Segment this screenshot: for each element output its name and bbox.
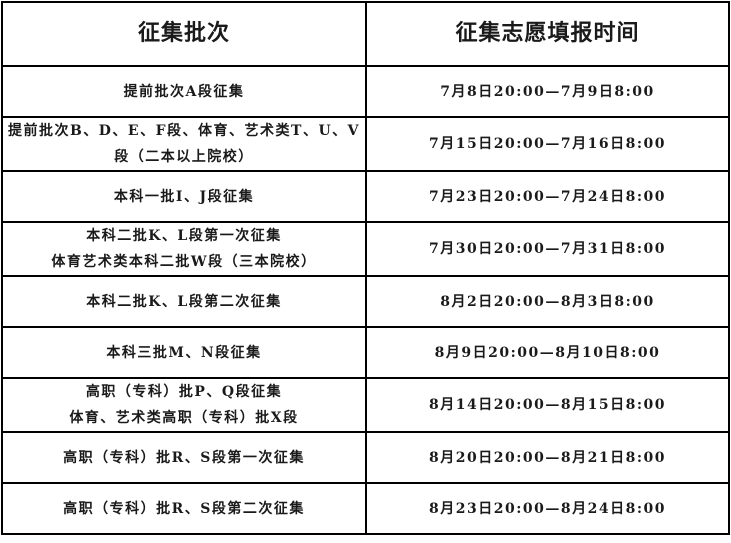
time-cell: 8月23日20:00—8月24日8:00 — [365, 482, 730, 535]
batch-line: 本科一批I、J段征集 — [113, 188, 255, 205]
batch-line: 本科三批M、N段征集 — [106, 344, 262, 361]
batch-cell: 提前批次A段征集 — [1, 65, 367, 118]
batch-line: 提前批次B、D、E、F段、体育、艺术类T、U、V — [7, 123, 361, 139]
batch-line: 高职（专科）批R、S段第二次征集 — [63, 500, 305, 517]
table-row: 本科三批M、N段征集 8月9日20:00—8月10日8:00 — [1, 326, 730, 379]
table-row: 高职（专科）批P、Q段征集 体育、艺术类高职（专科）批X段 8月14日20:00—8… — [1, 377, 730, 433]
batch-line: 本科二批K、L段第二次征集 — [86, 293, 282, 310]
time-cell: 7月30日20:00—7月31日8:00 — [365, 221, 730, 277]
time-cell: 7月15日20:00—7月16日8:00 — [365, 116, 730, 172]
table-row: 本科二批K、L段第二次征集 8月2日20:00—8月3日8:00 — [1, 275, 730, 328]
batch-cell: 高职（专科）批R、S段第一次征集 — [1, 431, 367, 484]
time-cell: 8月20日20:00—8月21日8:00 — [365, 431, 730, 484]
batch-cell: 本科三批M、N段征集 — [1, 326, 367, 379]
time-cell: 7月23日20:00—7月24日8:00 — [365, 170, 730, 223]
time-cell: 8月9日20:00—8月10日8:00 — [365, 326, 730, 379]
batch-cell: 提前批次B、D、E、F段、体育、艺术类T、U、V 段（二本以上院校） — [1, 116, 367, 172]
header-batch: 征集批次 — [1, 1, 367, 67]
batch-line: 本科二批K、L段第一次征集 — [86, 228, 282, 244]
table-row: 高职（专科）批R、S段第二次征集 8月23日20:00—8月24日8:00 — [1, 482, 730, 535]
batch-line: 提前批次A段征集 — [123, 83, 245, 100]
batch-cell: 高职（专科）批R、S段第二次征集 — [1, 482, 367, 535]
batch-line: 高职（专科）批R、S段第一次征集 — [63, 449, 305, 466]
batch-cell: 本科一批I、J段征集 — [1, 170, 367, 223]
batch-cell: 高职（专科）批P、Q段征集 体育、艺术类高职（专科）批X段 — [1, 377, 367, 433]
batch-cell: 本科二批K、L段第二次征集 — [1, 275, 367, 328]
table-row: 提前批次A段征集 7月8日20:00—7月9日8:00 — [1, 65, 730, 118]
table-row: 本科一批I、J段征集 7月23日20:00—7月24日8:00 — [1, 170, 730, 223]
batch-line: 体育艺术类本科二批W段（三本院校） — [51, 254, 317, 270]
time-cell: 8月14日20:00—8月15日8:00 — [365, 377, 730, 433]
table-header-row: 征集批次 征集志愿填报时间 — [1, 1, 730, 67]
batch-line: 体育、艺术类高职（专科）批X段 — [69, 410, 299, 426]
table-row: 高职（专科）批R、S段第一次征集 8月20日20:00—8月21日8:00 — [1, 431, 730, 484]
table-row: 提前批次B、D、E、F段、体育、艺术类T、U、V 段（二本以上院校） 7月15日20… — [1, 116, 730, 172]
time-cell: 7月8日20:00—7月9日8:00 — [365, 65, 730, 118]
batch-line: 高职（专科）批P、Q段征集 — [85, 384, 283, 400]
table-row: 本科二批K、L段第一次征集 体育艺术类本科二批W段（三本院校） 7月30日20:00… — [1, 221, 730, 277]
batch-cell: 本科二批K、L段第一次征集体育艺术类本科二批W段（三本院校） — [1, 221, 367, 277]
time-cell: 8月2日20:00—8月3日8:00 — [365, 275, 730, 328]
header-time: 征集志愿填报时间 — [365, 1, 730, 67]
batch-line: 段（二本以上院校） — [114, 149, 254, 165]
